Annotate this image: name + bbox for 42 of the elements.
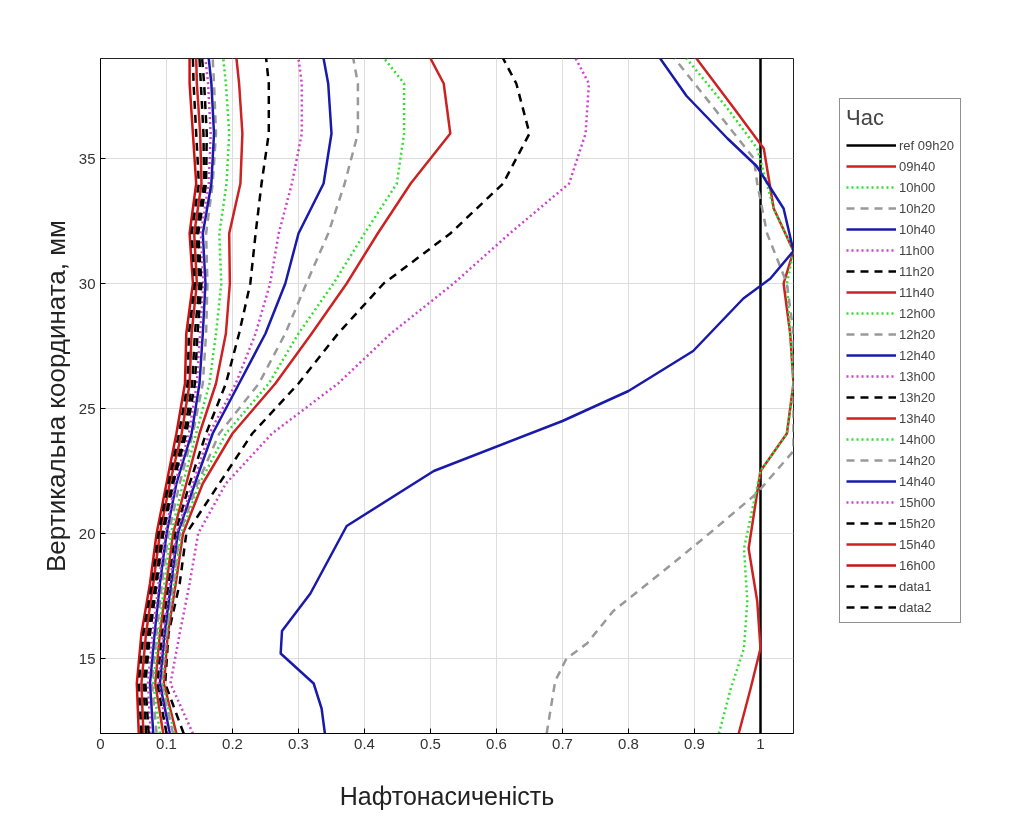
- legend-label: data2: [899, 598, 932, 616]
- x-tick-label: 0.4: [354, 734, 375, 752]
- legend-label: 12h20: [899, 325, 936, 343]
- legend-label: 12h00: [899, 304, 936, 322]
- legend-label: 13h20: [899, 388, 936, 406]
- x-tick-label: 0.7: [552, 734, 573, 752]
- y-tick-label: 20: [78, 524, 96, 542]
- legend-label: 14h20: [899, 451, 936, 469]
- legend-label: 13h00: [899, 367, 936, 385]
- legend-label: 14h00: [899, 430, 936, 448]
- legend-label: 11h40: [899, 283, 935, 301]
- legend-label: 10h20: [899, 199, 936, 217]
- legend-label: ref 09h20: [899, 136, 954, 154]
- x-tick-label: 0.8: [618, 734, 639, 752]
- legend-label: 11h20: [899, 262, 935, 280]
- x-tick-label: 0: [96, 734, 105, 752]
- y-axis-title: Вертикальна координата, мм: [40, 220, 71, 572]
- y-tick-label: 35: [78, 149, 96, 167]
- y-tick-label: 25: [78, 399, 96, 417]
- legend-label: 15h00: [899, 493, 936, 511]
- legend-label: 10h40: [899, 220, 936, 238]
- x-tick-label: 0.6: [486, 734, 507, 752]
- x-tick-label: 0.9: [684, 734, 705, 752]
- legend-label: 10h00: [899, 178, 936, 196]
- x-tick-label: 0.3: [288, 734, 309, 752]
- legend-title: Час: [846, 105, 885, 131]
- legend-label: 15h40: [899, 535, 936, 553]
- x-axis-title: Нафтонасиченість: [339, 781, 555, 810]
- legend-label: 11h00: [899, 241, 935, 259]
- legend-label: 16h00: [899, 556, 936, 574]
- x-tick-label: 1: [756, 734, 765, 752]
- legend-label: 13h40: [899, 409, 936, 427]
- x-tick-label: 0.1: [156, 734, 177, 752]
- y-tick-label: 30: [78, 274, 96, 292]
- legend-label: 12h40: [899, 346, 936, 364]
- legend-label: 15h20: [899, 514, 936, 532]
- x-tick-label: 0.5: [420, 734, 441, 752]
- legend-label: data1: [899, 577, 932, 595]
- legend-label: 14h40: [899, 472, 936, 490]
- x-tick-label: 0.2: [222, 734, 243, 752]
- legend-label: 09h40: [899, 157, 936, 175]
- y-tick-label: 15: [78, 649, 96, 667]
